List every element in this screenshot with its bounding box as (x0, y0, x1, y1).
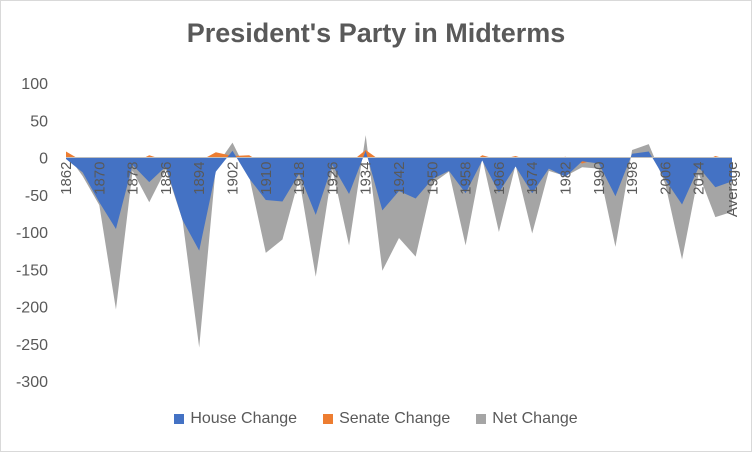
x-tick-label: 2006 (657, 162, 674, 195)
x-tick-label: 1918 (291, 162, 308, 195)
legend-swatch (323, 414, 334, 424)
x-tick-label: 1862 (58, 162, 75, 195)
x-tick-label: 1934 (358, 162, 375, 195)
legend-swatch (174, 414, 185, 424)
legend-item: House Change (174, 410, 297, 428)
x-tick-label: 1974 (524, 162, 541, 195)
x-tick-label: 1982 (558, 162, 575, 195)
y-tick-label: -50 (25, 188, 48, 205)
y-tick-label: 0 (39, 151, 48, 168)
x-tick-label: 1926 (324, 162, 341, 195)
legend-label: Senate Change (339, 410, 451, 427)
legend-item: Senate Change (323, 410, 450, 428)
x-tick-label: 1966 (491, 162, 508, 195)
y-tick-label: 100 (21, 76, 48, 93)
x-tick-label: 1998 (624, 162, 641, 195)
x-tick-label: 1990 (591, 162, 608, 195)
y-tick-label: 50 (30, 113, 48, 130)
x-tick-label: Average (724, 162, 741, 218)
x-tick-label: 1870 (91, 162, 108, 195)
x-tick-label: 1886 (158, 162, 175, 195)
y-tick-label: -150 (16, 262, 48, 279)
y-tick-label: -300 (16, 374, 48, 391)
x-tick-label: 1910 (258, 162, 275, 195)
y-tick-label: -250 (16, 337, 48, 354)
series-area-house-change (66, 150, 732, 251)
x-tick-label: 1942 (391, 162, 408, 195)
x-tick-label: 2014 (691, 162, 708, 195)
x-tick-label: 1950 (424, 162, 441, 195)
chart-title: President's Party in Midterms (186, 18, 566, 48)
chart-legend: House Change Senate Change Net Change (0, 410, 752, 428)
legend-swatch (476, 414, 487, 424)
x-tick-label: 1894 (191, 162, 208, 195)
legend-label: House Change (190, 410, 298, 427)
x-tick-label: 1958 (458, 162, 475, 195)
x-tick-label: 1878 (125, 162, 142, 195)
legend-item: Net Change (476, 410, 578, 428)
y-tick-label: -200 (16, 300, 48, 317)
x-tick-label: 1902 (225, 162, 242, 195)
legend-label: Net Change (492, 410, 578, 427)
y-tick-label: -100 (16, 225, 48, 242)
